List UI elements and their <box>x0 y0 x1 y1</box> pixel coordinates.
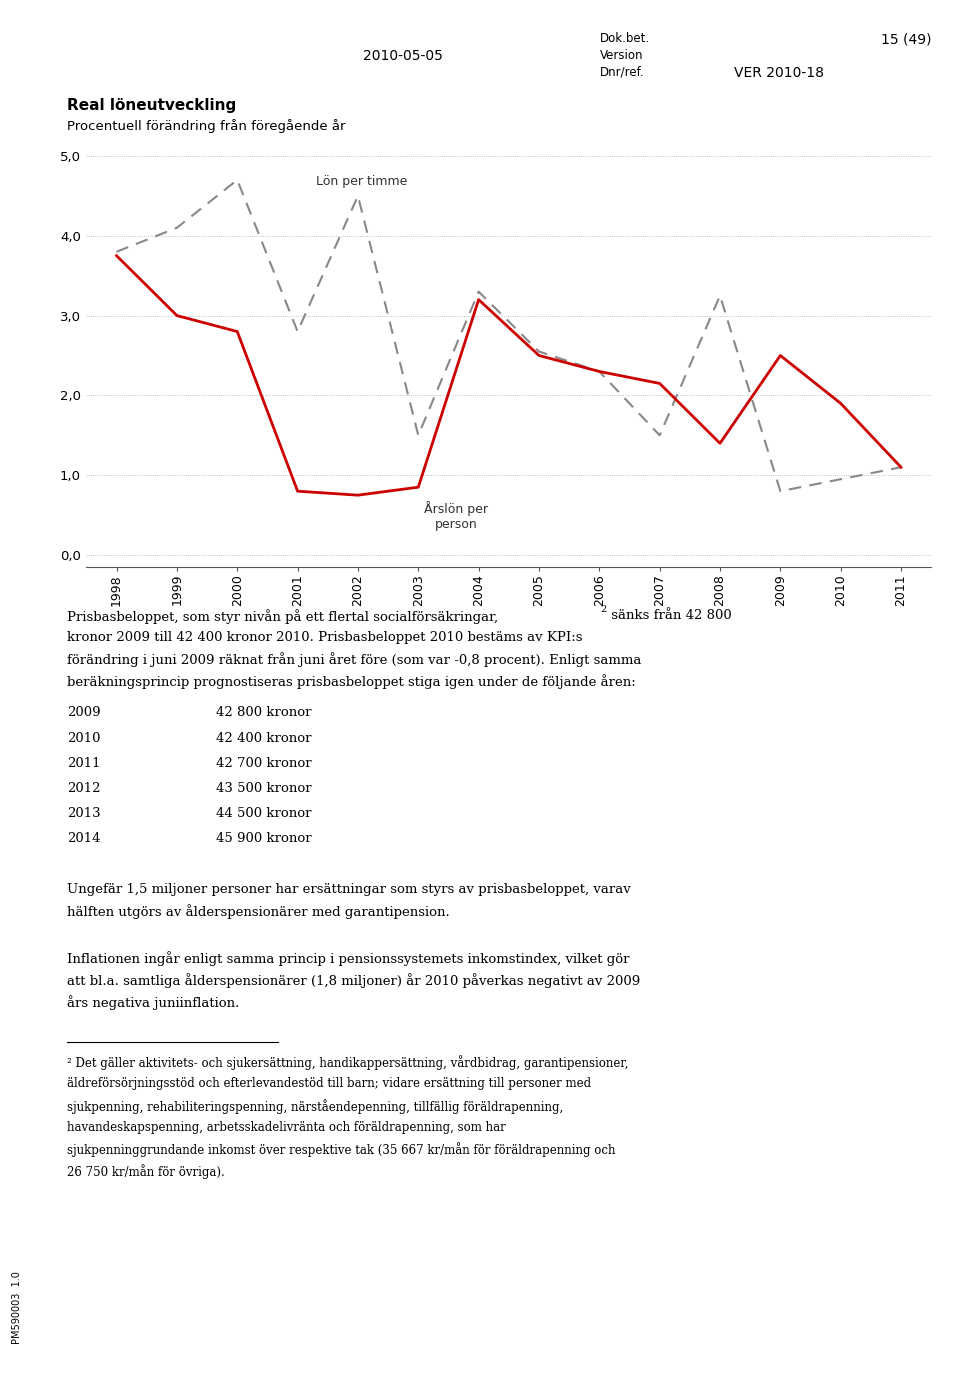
Text: 42 700 kronor: 42 700 kronor <box>216 756 312 770</box>
Text: 43 500 kronor: 43 500 kronor <box>216 781 312 795</box>
Text: Dok.bet.: Dok.bet. <box>600 32 650 45</box>
Text: ² Det gäller aktivitets- och sjukersättning, handikappersättning, vårdbidrag, ga: ² Det gäller aktivitets- och sjukersättn… <box>67 1056 629 1071</box>
Text: 2010: 2010 <box>67 732 101 745</box>
Text: sänks från 42 800: sänks från 42 800 <box>607 609 732 622</box>
Text: 2011: 2011 <box>67 756 101 770</box>
Text: 2014: 2014 <box>67 832 101 846</box>
Text: beräkningsprincip prognostiseras prisbasbeloppet stiga igen under de följande år: beräkningsprincip prognostiseras prisbas… <box>67 675 636 689</box>
Text: Version: Version <box>600 49 643 62</box>
Text: 2009: 2009 <box>67 707 101 720</box>
Text: Inflationen ingår enligt samma princip i pensionssystemets inkomstindex, vilket : Inflationen ingår enligt samma princip i… <box>67 952 630 966</box>
Text: 2013: 2013 <box>67 808 101 820</box>
Text: 26 750 kr/mån för övriga).: 26 750 kr/mån för övriga). <box>67 1165 225 1179</box>
Text: sjukpenning, rehabiliteringspenning, närståendepenning, tillfällig föräldrapenni: sjukpenning, rehabiliteringspenning, när… <box>67 1099 564 1114</box>
Text: 2010-05-05: 2010-05-05 <box>363 49 444 63</box>
Text: Ungefär 1,5 miljoner personer har ersättningar som styrs av prisbasbeloppet, var: Ungefär 1,5 miljoner personer har ersätt… <box>67 883 631 896</box>
Text: sjukpenninggrundande inkomst över respektive tak (35 667 kr/mån för föräldrapenn: sjukpenninggrundande inkomst över respek… <box>67 1142 615 1158</box>
Text: VER 2010-18: VER 2010-18 <box>734 66 825 80</box>
Text: 45 900 kronor: 45 900 kronor <box>216 832 312 846</box>
Text: 15 (49): 15 (49) <box>880 32 931 46</box>
Text: 2012: 2012 <box>67 781 101 795</box>
Text: havandeskapspenning, arbetsskadelivränta och föräldrapenning, som har: havandeskapspenning, arbetsskadelivränta… <box>67 1121 506 1134</box>
Text: 44 500 kronor: 44 500 kronor <box>216 808 311 820</box>
Text: äldreförsörjningsstöd och efterlevandestöd till barn; vidare ersättning till per: äldreförsörjningsstöd och efterlevandest… <box>67 1078 591 1091</box>
Text: Prisbasbeloppet, som styr nivån på ett flertal socialförsäkringar,: Prisbasbeloppet, som styr nivån på ett f… <box>67 609 498 624</box>
Text: 42 400 kronor: 42 400 kronor <box>216 732 311 745</box>
Text: hälften utgörs av ålderspensionärer med garantipension.: hälften utgörs av ålderspensionärer med … <box>67 904 450 920</box>
Text: Real löneutveckling: Real löneutveckling <box>67 98 236 113</box>
Text: 2: 2 <box>600 605 607 613</box>
Text: års negativa juniinflation.: års negativa juniinflation. <box>67 995 240 1009</box>
Text: Procentuell förändring från föregående år: Procentuell förändring från föregående å… <box>67 119 346 133</box>
Text: att bl.a. samtliga ålderspensionärer (1,8 miljoner) år 2010 påverkas negativt av: att bl.a. samtliga ålderspensionärer (1,… <box>67 973 640 988</box>
Text: kronor 2009 till 42 400 kronor 2010. Prisbasbeloppet 2010 bestäms av KPI:s: kronor 2009 till 42 400 kronor 2010. Pri… <box>67 630 583 644</box>
Text: Årslön per
person: Årslön per person <box>424 501 489 531</box>
Text: Dnr/ref.: Dnr/ref. <box>600 66 644 78</box>
Text: PM590003  1.0: PM590003 1.0 <box>12 1271 21 1344</box>
Text: förändring i juni 2009 räknat från juni året före (som var -0,8 procent). Enligt: förändring i juni 2009 räknat från juni … <box>67 652 641 668</box>
Text: Lön per timme: Lön per timme <box>316 175 407 188</box>
Text: 42 800 kronor: 42 800 kronor <box>216 707 311 720</box>
